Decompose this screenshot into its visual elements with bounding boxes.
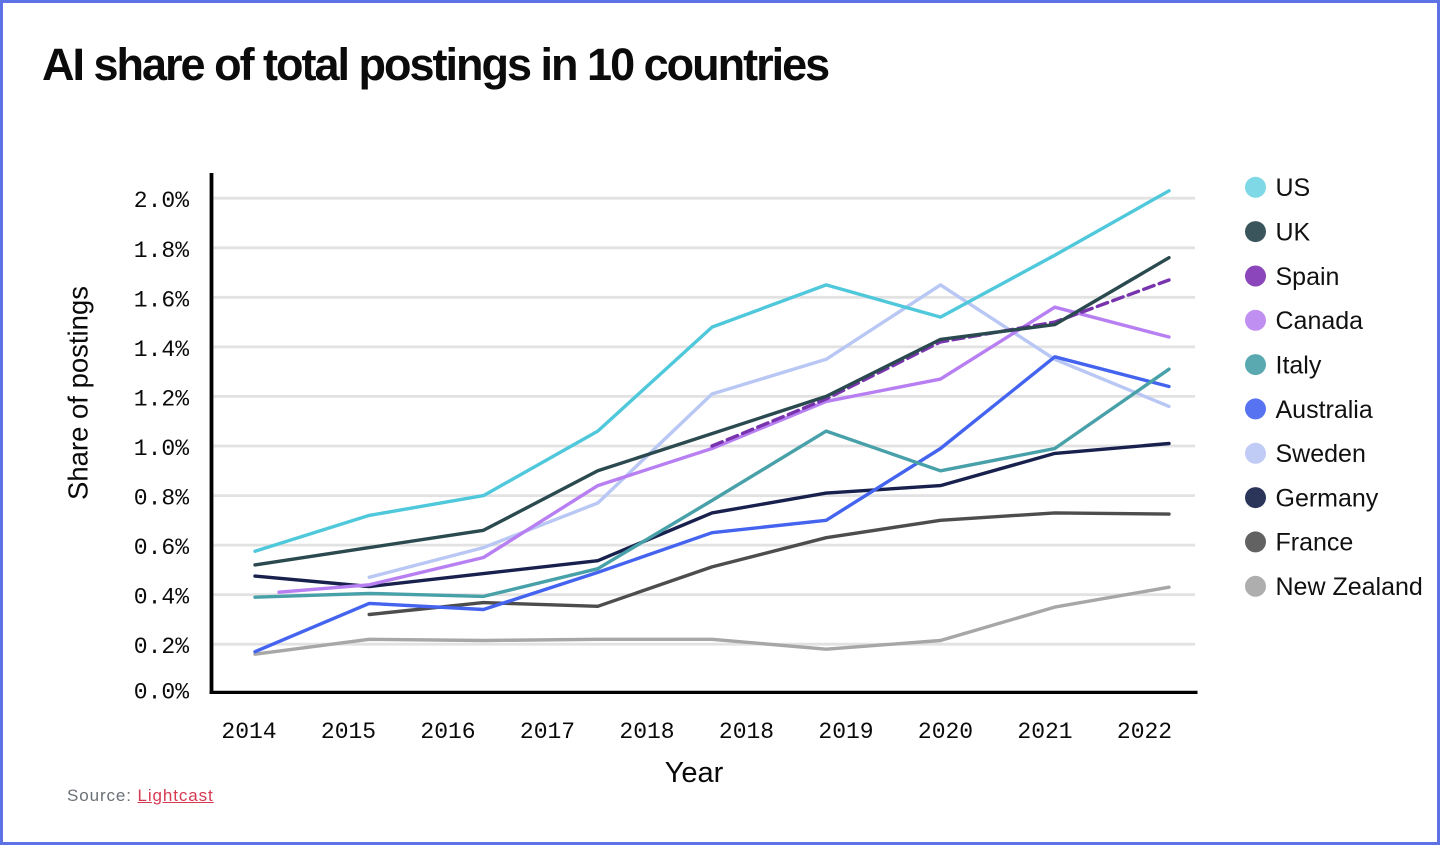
svg-text:US: US [1276, 174, 1311, 202]
svg-text:1.0%: 1.0% [134, 436, 189, 462]
svg-text:1.6%: 1.6% [134, 287, 189, 313]
svg-text:Year: Year [665, 757, 724, 789]
svg-text:UK: UK [1276, 218, 1311, 246]
svg-text:Germany: Germany [1276, 484, 1379, 512]
svg-text:New Zealand: New Zealand [1276, 573, 1423, 601]
svg-text:2017: 2017 [520, 719, 575, 745]
svg-text:Canada: Canada [1276, 307, 1364, 335]
svg-text:0.4%: 0.4% [134, 585, 189, 611]
svg-text:0.2%: 0.2% [134, 634, 189, 660]
svg-text:2020: 2020 [918, 719, 973, 745]
svg-text:2018: 2018 [719, 719, 774, 745]
svg-text:1.2%: 1.2% [134, 386, 189, 412]
svg-text:2.0%: 2.0% [134, 188, 189, 214]
svg-text:2015: 2015 [321, 719, 376, 745]
svg-text:Spain: Spain [1276, 263, 1340, 291]
svg-text:0.6%: 0.6% [134, 535, 189, 561]
svg-text:2022: 2022 [1117, 719, 1172, 745]
svg-text:Share of postings: Share of postings [63, 286, 94, 500]
svg-text:1.8%: 1.8% [134, 238, 189, 264]
svg-text:2021: 2021 [1017, 719, 1072, 745]
svg-text:2016: 2016 [420, 719, 475, 745]
svg-text:2018: 2018 [619, 719, 674, 745]
svg-text:0.8%: 0.8% [134, 486, 189, 512]
svg-text:Italy: Italy [1276, 351, 1322, 379]
svg-text:0.0%: 0.0% [134, 680, 189, 706]
svg-text:Australia: Australia [1276, 396, 1373, 424]
svg-text:France: France [1276, 529, 1354, 557]
svg-text:2014: 2014 [221, 719, 276, 745]
svg-text:1.4%: 1.4% [134, 337, 189, 363]
svg-text:2019: 2019 [818, 719, 873, 745]
svg-text:Sweden: Sweden [1276, 440, 1366, 468]
